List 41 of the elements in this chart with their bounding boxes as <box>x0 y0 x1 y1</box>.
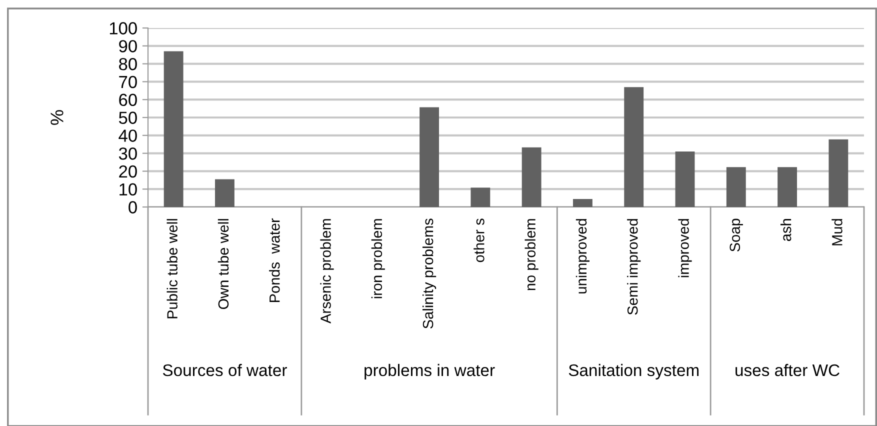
y-tick-label: 40 <box>118 130 137 142</box>
bar <box>778 167 798 207</box>
x-tick-label: improved <box>678 219 692 278</box>
x-tick-label: Own tube well <box>218 219 229 310</box>
bar <box>572 198 592 207</box>
bar <box>624 87 644 207</box>
bar <box>420 107 440 207</box>
x-tick-label: Salinity problems <box>422 218 436 328</box>
x-tick-label: iron problem <box>371 219 385 298</box>
y-tick-label: 100 <box>110 22 137 34</box>
x-tick-label: other s <box>474 218 484 262</box>
y-tick-label: 10 <box>120 183 137 196</box>
y-tick-label: 90 <box>119 40 137 52</box>
text: Sanitation system <box>568 364 699 380</box>
y-tick-label: 70 <box>119 76 137 88</box>
x-tick-label: no problem <box>524 219 538 290</box>
bar <box>726 167 746 207</box>
x-tick-label: Public tube well <box>166 219 178 318</box>
y-tick-label: 60 <box>119 94 137 106</box>
bar <box>470 188 490 207</box>
x-tick-label: Arsenic problem <box>320 219 334 324</box>
y-tick-label: 30 <box>118 147 137 160</box>
x-tick-label: Soap <box>730 218 743 252</box>
bar <box>675 152 695 207</box>
x-tick-label: unimproved <box>576 219 590 294</box>
x-tick-label: Ponds water <box>269 218 280 302</box>
bar <box>164 51 184 207</box>
bar <box>214 179 234 207</box>
x-tick-label: Mud <box>832 219 842 246</box>
source-note: Sources of water <box>162 364 287 376</box>
y-axis-title: % <box>50 110 64 125</box>
bar <box>522 147 542 207</box>
x-tick-label: Semi improved <box>627 219 641 315</box>
text: uses after WC <box>736 364 840 376</box>
bar <box>828 139 848 207</box>
text: problems in water <box>364 364 495 380</box>
y-tick-label: 80 <box>119 58 137 70</box>
y-tick-label: 0 <box>128 201 137 214</box>
y-tick-label: 20 <box>119 165 137 178</box>
x-tick-label: ash <box>780 219 792 241</box>
y-tick-label: 50 <box>118 112 137 124</box>
